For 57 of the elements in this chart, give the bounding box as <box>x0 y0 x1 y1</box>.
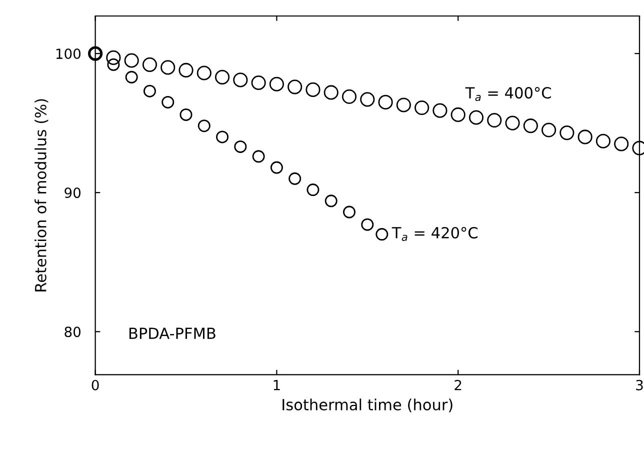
point <box>306 82 320 97</box>
annotation: T$_{a}$ = 400°C <box>465 87 551 102</box>
point <box>196 66 212 80</box>
point <box>361 218 374 231</box>
point <box>487 112 502 128</box>
point <box>505 116 520 130</box>
point <box>578 130 592 144</box>
point <box>142 57 158 72</box>
x-tick-label: 0 <box>92 380 99 390</box>
point <box>106 50 121 65</box>
point <box>107 58 120 71</box>
point <box>178 62 194 78</box>
x-axis-title: Isothermal time (hour) <box>282 398 452 412</box>
y-tick-label: 80 <box>64 326 80 338</box>
point <box>233 72 248 88</box>
point <box>306 184 320 196</box>
y-axis-title: Retention of modulus (%) <box>34 99 48 292</box>
point <box>343 206 356 218</box>
y-tick-label: 100 <box>56 48 80 60</box>
point <box>523 118 538 134</box>
point <box>414 100 430 116</box>
point <box>251 75 266 90</box>
point <box>378 94 393 110</box>
point <box>214 70 230 84</box>
x-tick-label: 3 <box>636 380 643 390</box>
point <box>270 161 283 174</box>
point <box>216 130 229 144</box>
point <box>614 136 629 152</box>
point <box>198 120 210 132</box>
point <box>396 98 411 112</box>
point <box>342 89 357 104</box>
y-tick-label: 90 <box>64 188 80 198</box>
point <box>234 140 247 153</box>
x-tick-label: 1 <box>274 380 280 390</box>
point <box>288 80 302 94</box>
point <box>468 110 484 125</box>
point <box>160 60 176 75</box>
point <box>376 228 388 241</box>
point <box>288 172 302 185</box>
x-tick-label: 2 <box>454 380 462 390</box>
annotation: BPDA-PFMB <box>129 328 216 339</box>
point <box>252 150 265 163</box>
annotation: T$_{a}$ = 420°C <box>392 226 478 241</box>
point <box>180 108 192 121</box>
point <box>143 84 156 98</box>
point <box>324 85 338 100</box>
point <box>324 194 338 208</box>
point <box>560 126 574 140</box>
point <box>125 70 138 84</box>
point <box>124 53 139 68</box>
point <box>450 107 466 122</box>
point <box>162 96 174 108</box>
point <box>269 76 284 92</box>
point <box>360 92 375 107</box>
point <box>542 122 556 138</box>
point <box>596 134 611 148</box>
point <box>432 103 448 118</box>
